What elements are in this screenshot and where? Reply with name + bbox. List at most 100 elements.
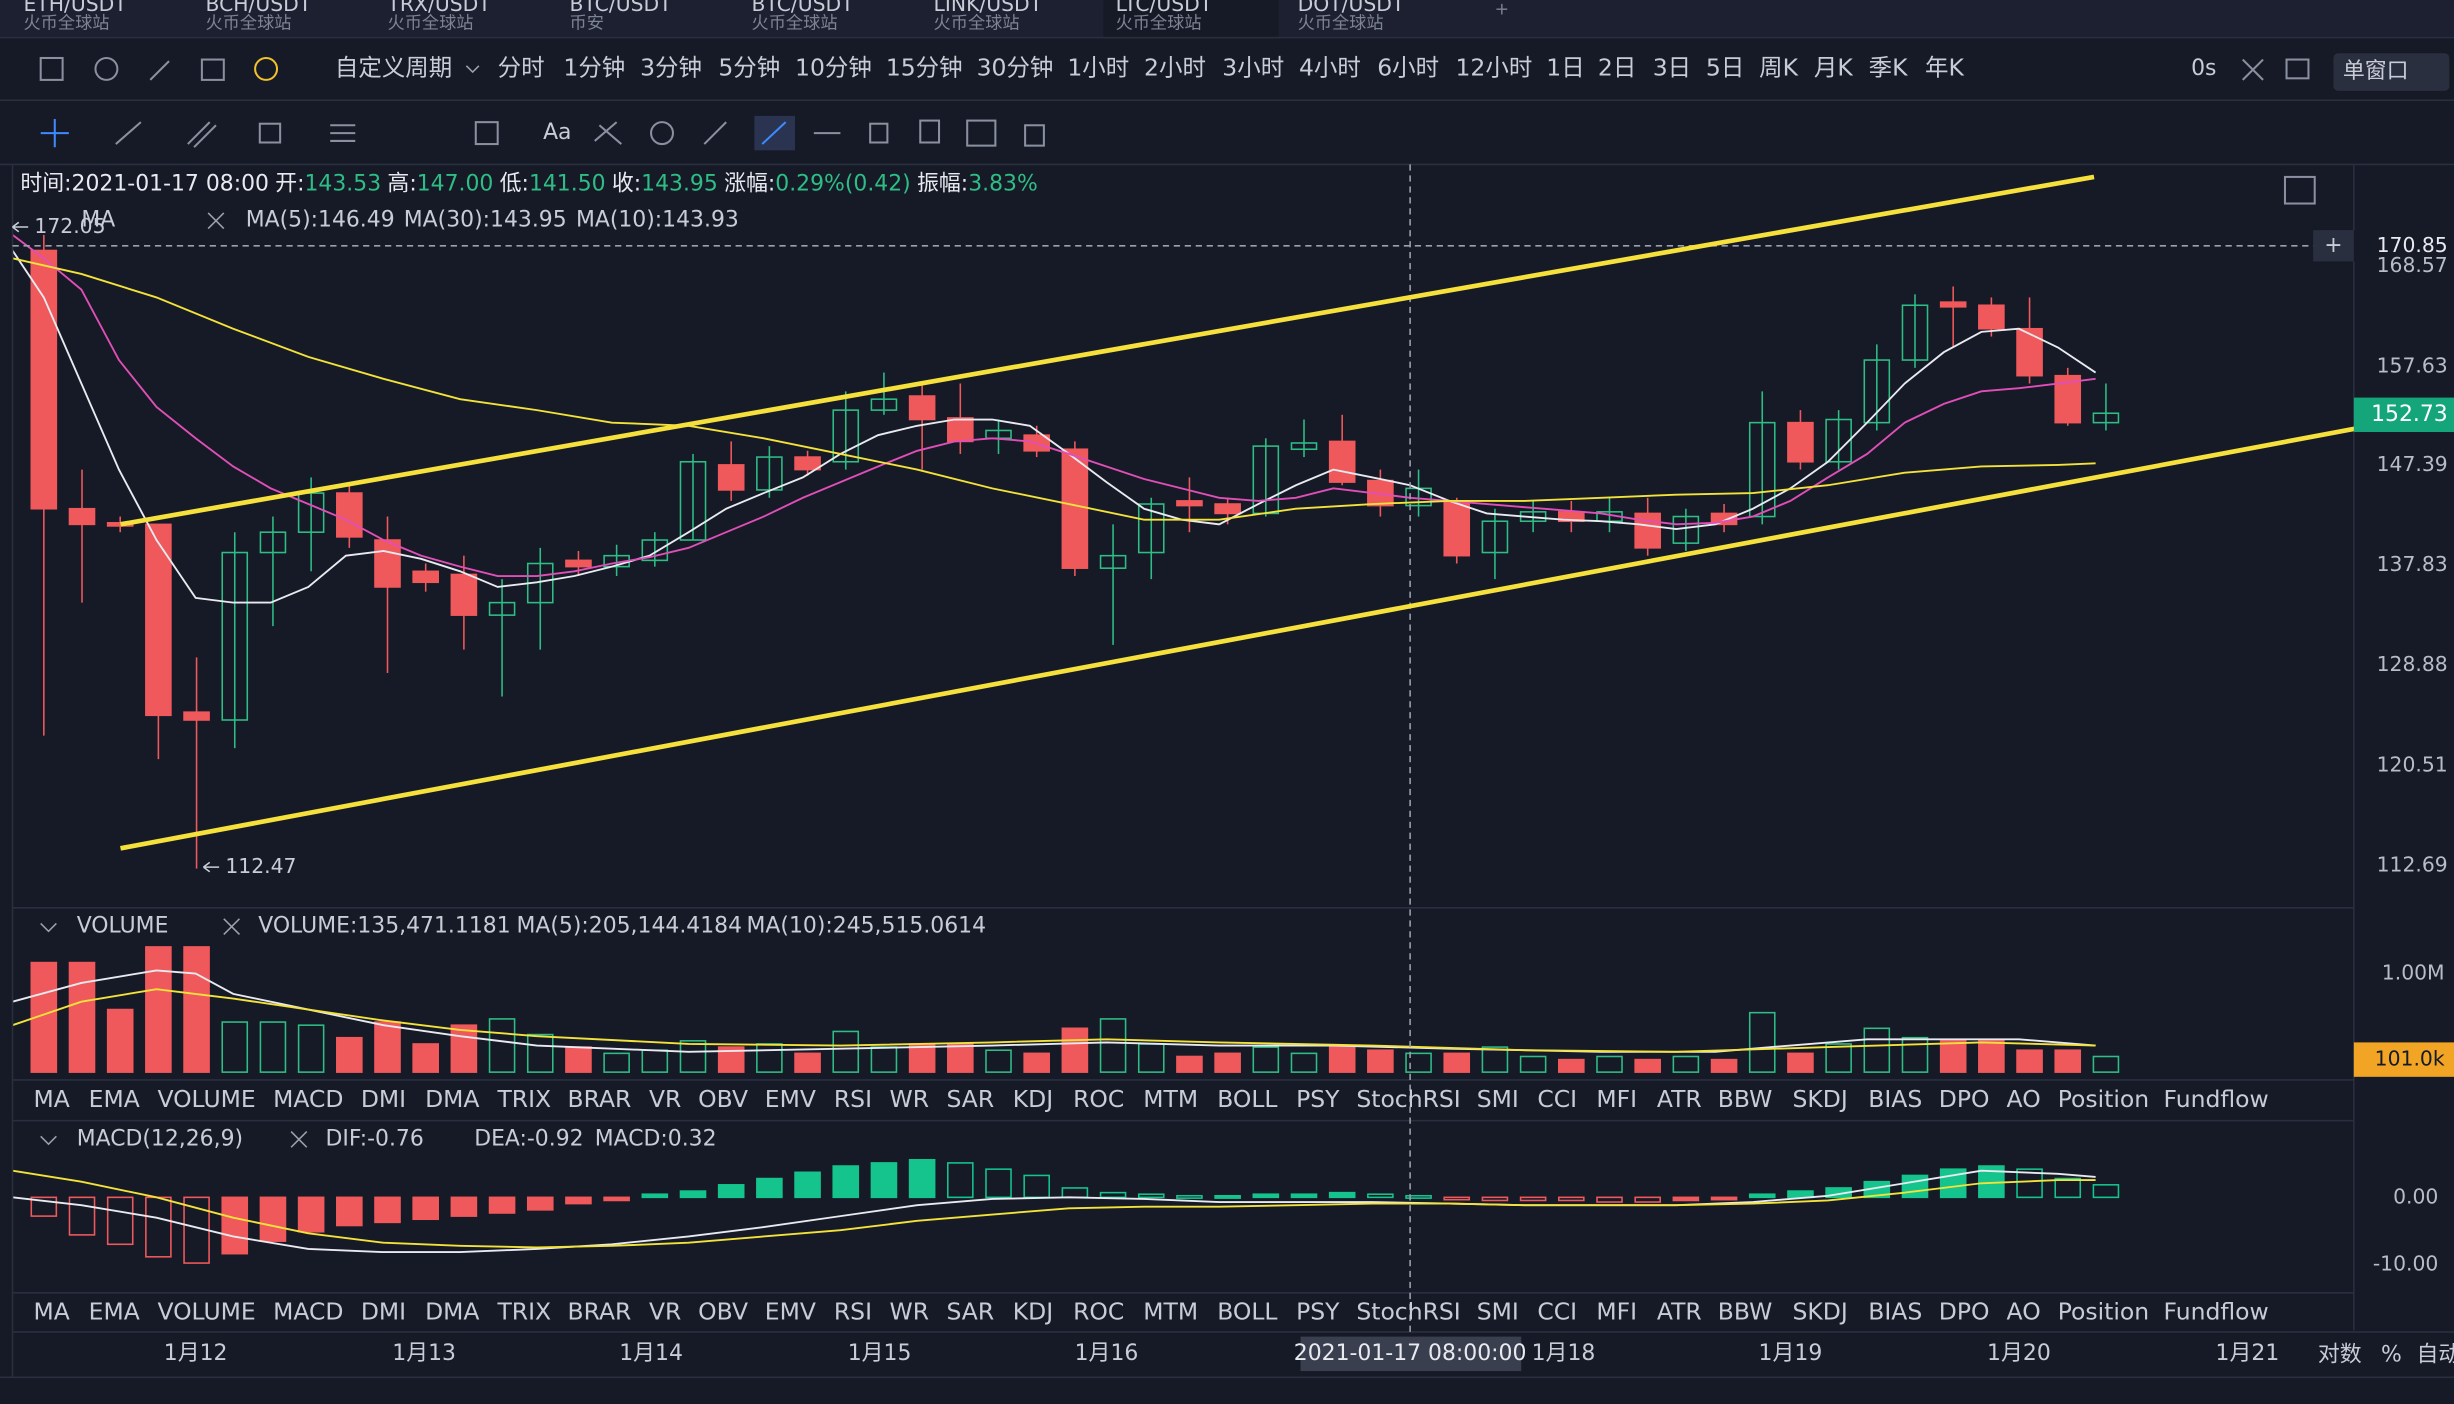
axis-option[interactable]: % xyxy=(2381,1342,2402,1367)
indicator-tab[interactable]: MFI xyxy=(1596,1298,1637,1326)
tab-pair[interactable]: LTC/USDT xyxy=(1116,0,1213,16)
indicator-tab[interactable]: MACD xyxy=(273,1085,343,1113)
tool-text[interactable]: Aa xyxy=(543,120,571,145)
tab-exchange[interactable]: 火币全球站 xyxy=(23,14,109,34)
indicator-tab[interactable]: BOLL xyxy=(1217,1085,1277,1113)
period[interactable]: 2日 xyxy=(1598,53,1636,81)
indicator-tab[interactable]: SAR xyxy=(946,1298,994,1326)
indicator-tab[interactable]: VR xyxy=(649,1085,681,1113)
indicator-tab[interactable]: MTM xyxy=(1143,1298,1198,1326)
indicator-tab[interactable]: CCI xyxy=(1537,1298,1577,1326)
indicator-tab[interactable]: AO xyxy=(2007,1298,2041,1326)
indicator-tab[interactable]: VR xyxy=(649,1298,681,1326)
period[interactable]: 年K xyxy=(1925,53,1964,81)
indicator-tab[interactable]: DMA xyxy=(425,1085,479,1113)
tab-pair[interactable]: LINK/USDT xyxy=(934,0,1043,16)
period[interactable]: 周K xyxy=(1759,53,1798,81)
axis-option[interactable]: 对数 xyxy=(2318,1342,2362,1367)
toolbar-icons[interactable] xyxy=(39,56,2316,205)
indicator-tab[interactable]: WR xyxy=(890,1298,930,1326)
period[interactable]: 3小时 xyxy=(1222,53,1284,81)
tab-pair[interactable]: ETH/USDT xyxy=(23,0,127,16)
axis-option[interactable]: 自动 xyxy=(2416,1342,2454,1367)
indicator-tab[interactable]: RSI xyxy=(834,1085,872,1113)
indicator-tab[interactable]: PSY xyxy=(1296,1085,1340,1113)
tab-exchange[interactable]: 币安 xyxy=(570,14,604,34)
indicator-tab[interactable]: ATR xyxy=(1657,1085,1702,1113)
indicator-tab[interactable]: SAR xyxy=(946,1085,994,1113)
tab-pair[interactable]: BCH/USDT xyxy=(205,0,311,16)
indicator-tab[interactable]: SKDJ xyxy=(1793,1085,1848,1113)
indicator-tab[interactable]: EMA xyxy=(89,1298,140,1326)
period[interactable]: 5日 xyxy=(1706,53,1744,81)
period[interactable]: 1分钟 xyxy=(563,53,625,81)
indicator-tab[interactable]: Position xyxy=(2058,1298,2149,1326)
indicator-tab[interactable]: BIAS xyxy=(1868,1298,1922,1326)
indicator-tab[interactable]: DMI xyxy=(361,1085,406,1113)
indicator-tab[interactable]: BIAS xyxy=(1868,1085,1922,1113)
indicator-tab[interactable]: KDJ xyxy=(1013,1298,1053,1326)
period[interactable]: 30分钟 xyxy=(977,53,1054,81)
indicator-tab[interactable]: DPO xyxy=(1939,1298,1990,1326)
period[interactable]: 3分钟 xyxy=(640,53,702,81)
indicator-tab[interactable]: ROC xyxy=(1073,1085,1124,1113)
tab-exchange[interactable]: 火币全球站 xyxy=(934,14,1020,34)
indicator-tab[interactable]: Fundflow xyxy=(2164,1298,2269,1326)
plus[interactable]: + xyxy=(2324,233,2342,258)
period[interactable]: 5分钟 xyxy=(718,53,780,81)
tab-exchange[interactable]: 火币全球站 xyxy=(205,14,291,34)
period[interactable]: 4小时 xyxy=(1299,53,1361,81)
tab-exchange[interactable]: 火币全球站 xyxy=(752,14,838,34)
indicator-tab[interactable]: CCI xyxy=(1537,1085,1577,1113)
indicator-tab[interactable]: KDJ xyxy=(1013,1085,1053,1113)
trend-line[interactable] xyxy=(120,407,2454,851)
indicator-tab[interactable]: WR xyxy=(890,1085,930,1113)
period[interactable]: 6小时 xyxy=(1377,53,1439,81)
period[interactable]: 2小时 xyxy=(1144,53,1206,81)
tab-pair[interactable]: TRX/USDT xyxy=(387,0,492,16)
period[interactable]: 10分钟 xyxy=(795,53,872,81)
indicator-tab[interactable]: RSI xyxy=(834,1298,872,1326)
period[interactable]: 12小时 xyxy=(1455,53,1532,81)
indicator-tab[interactable]: BOLL xyxy=(1217,1298,1277,1326)
indicator-tab[interactable]: EMV xyxy=(765,1085,816,1113)
period[interactable]: 自定义周期 xyxy=(335,53,452,81)
indicator-tab[interactable]: VOLUME xyxy=(157,1085,255,1113)
indicator-tab[interactable]: OBV xyxy=(698,1298,748,1326)
indicator-tab[interactable]: SMI xyxy=(1477,1085,1519,1113)
tab-pair[interactable]: BTC/USDT xyxy=(752,0,855,16)
period[interactable]: 15分钟 xyxy=(886,53,963,81)
indicator-tab[interactable]: BBW xyxy=(1718,1085,1773,1113)
indicator-tab[interactable]: OBV xyxy=(698,1085,748,1113)
indicator-tab[interactable]: StochRSI xyxy=(1356,1085,1460,1113)
indicator-tab[interactable]: BRAR xyxy=(568,1085,632,1113)
indicator-tab[interactable]: MA xyxy=(33,1085,69,1113)
indicator-tab[interactable]: Position xyxy=(2058,1085,2149,1113)
tab-exchange[interactable]: 火币全球站 xyxy=(1116,14,1202,34)
indicator-tab[interactable]: ROC xyxy=(1073,1298,1124,1326)
period[interactable]: 1日 xyxy=(1546,53,1584,81)
indicator-tab[interactable]: TRIX xyxy=(496,1085,551,1113)
indicator-tab[interactable]: EMA xyxy=(89,1085,140,1113)
tab-pair[interactable]: DOT/USDT xyxy=(1298,0,1405,16)
indicator-tab[interactable]: DPO xyxy=(1939,1085,1990,1113)
indicator-tab[interactable]: BBW xyxy=(1718,1298,1773,1326)
period[interactable]: 季K xyxy=(1869,53,1908,81)
crosshair-add[interactable] xyxy=(2313,230,2354,262)
indicator-tab[interactable]: MTM xyxy=(1143,1085,1198,1113)
indicator-tab[interactable]: StochRSI xyxy=(1356,1298,1460,1326)
tab-exchange[interactable]: 火币全球站 xyxy=(388,14,474,34)
window-mode[interactable]: 单窗口 xyxy=(2343,59,2409,84)
add-tab[interactable]: + xyxy=(1495,0,1509,19)
period[interactable]: 1小时 xyxy=(1067,53,1129,81)
indicator-tab[interactable]: ATR xyxy=(1657,1298,1702,1326)
indicator-tab[interactable]: MACD xyxy=(273,1298,343,1326)
indicator-tab[interactable]: TRIX xyxy=(496,1298,551,1326)
tab-pair[interactable]: BTC/USDT xyxy=(570,0,673,16)
tab-exchange[interactable]: 火币全球站 xyxy=(1298,14,1384,34)
indicator-tab[interactable]: DMI xyxy=(361,1298,406,1326)
period[interactable]: 3日 xyxy=(1653,53,1691,81)
indicator-tab[interactable]: SMI xyxy=(1477,1298,1519,1326)
period[interactable]: 月K xyxy=(1814,53,1853,81)
indicator-tab[interactable]: Fundflow xyxy=(2164,1085,2269,1113)
